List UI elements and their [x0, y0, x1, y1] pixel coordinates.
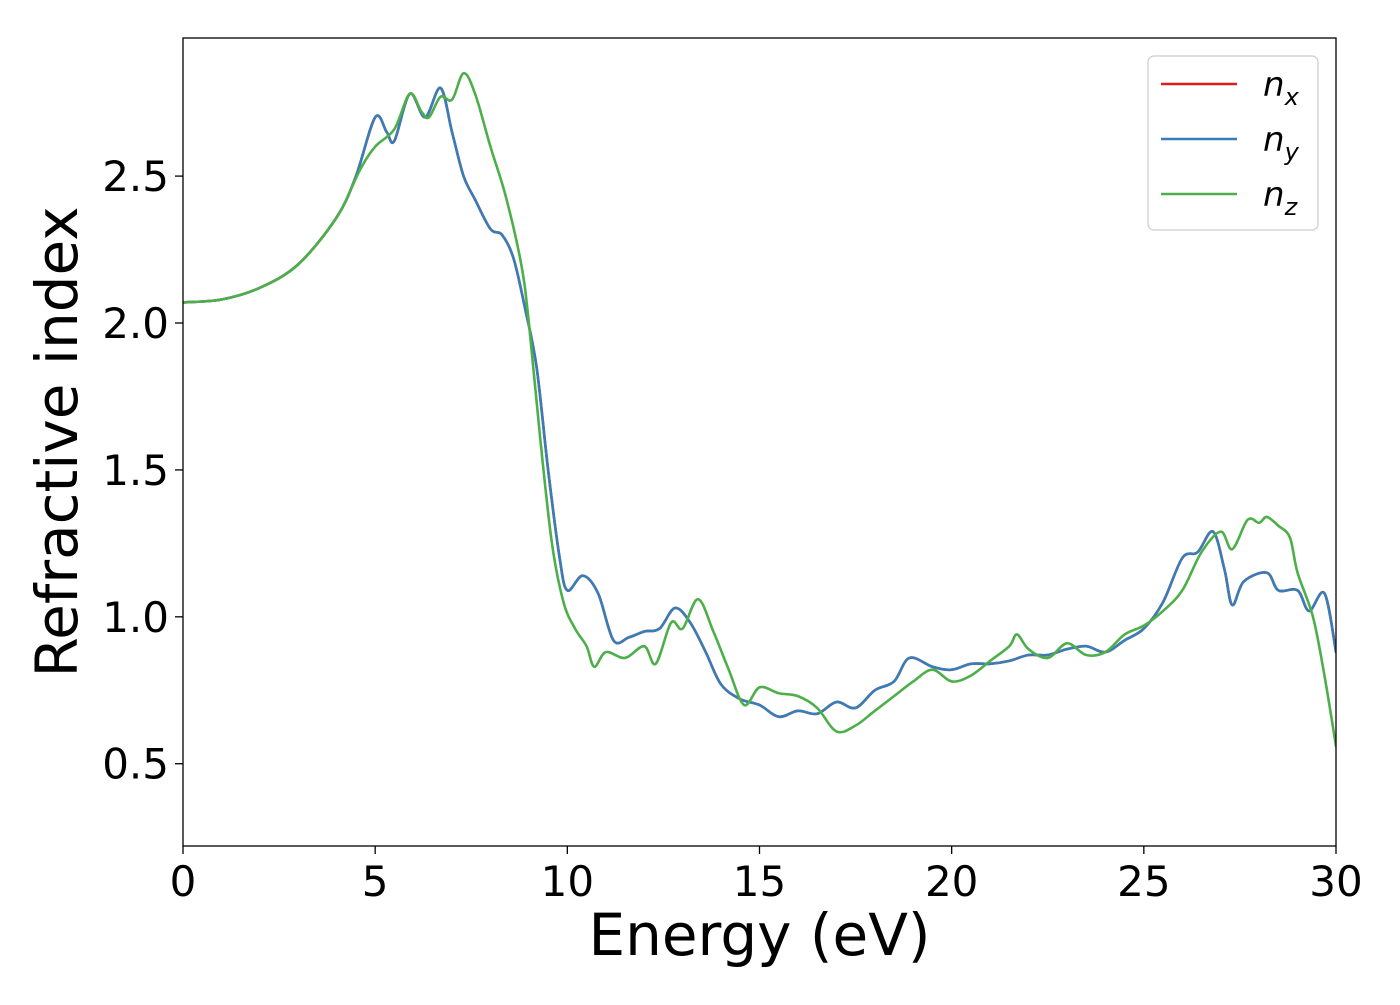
plot-background	[183, 38, 1336, 846]
legend-label-y: ny	[1263, 120, 1300, 166]
x-axis-label: Energy (eV)	[588, 901, 930, 969]
series-line-y	[183, 86, 1336, 719]
y-tick-label: 1.0	[102, 593, 169, 642]
legend-box	[1147, 55, 1319, 231]
x-tick-label: 20	[925, 857, 978, 906]
y-tick-label: 2.0	[102, 299, 169, 348]
y-axis-label: Refractive index	[23, 206, 91, 677]
legend-label-base: n	[1263, 65, 1285, 105]
legend-label-subscript: x	[1284, 83, 1300, 111]
x-tick-label: 10	[541, 857, 594, 906]
legend-label-subscript: z	[1284, 193, 1299, 221]
legend-label-base: n	[1263, 120, 1285, 160]
y-tick-label: 1.5	[102, 446, 169, 495]
x-tick-label: 15	[733, 857, 786, 906]
x-axis-ticks: 0 5 10 15 20 25 30	[170, 846, 1363, 906]
legend-label-base: n	[1263, 175, 1285, 215]
legend-label-x: nx	[1263, 65, 1300, 111]
legend-label-z: nz	[1263, 175, 1299, 221]
x-tick-label: 25	[1117, 857, 1170, 906]
y-tick-label: 2.5	[102, 152, 169, 201]
y-tick-label: 0.5	[102, 740, 169, 789]
x-tick-label: 5	[362, 857, 389, 906]
legend-label-subscript: y	[1284, 138, 1300, 166]
x-tick-label: 0	[170, 857, 197, 906]
series-line-z	[183, 71, 1336, 748]
series-lines	[183, 71, 1336, 748]
y-axis-ticks: 0.5 1.0 1.5 2.0 2.5	[102, 152, 183, 789]
x-tick-label: 30	[1309, 857, 1362, 906]
